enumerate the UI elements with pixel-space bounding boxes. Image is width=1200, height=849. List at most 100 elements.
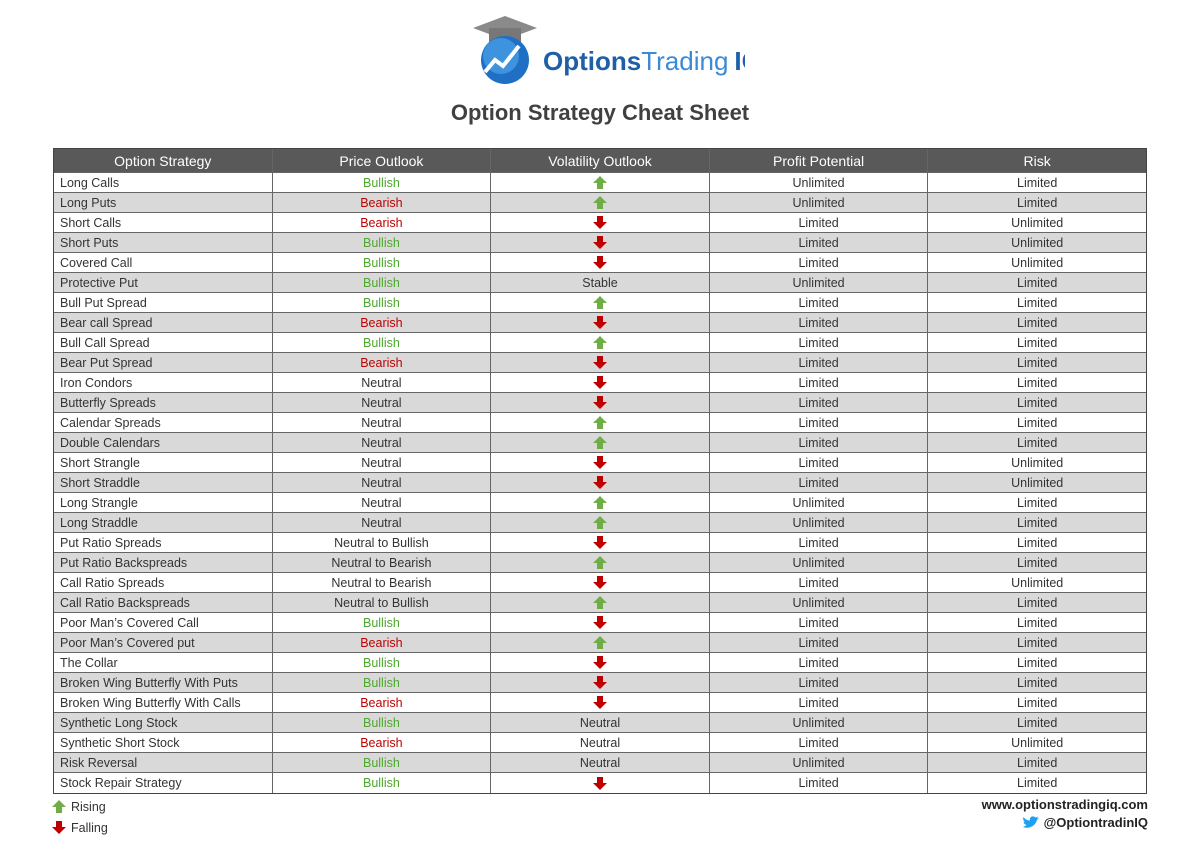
cell: Broken Wing Butterfly With Puts xyxy=(54,673,273,692)
cell: Limited xyxy=(710,393,929,412)
rising-arrow xyxy=(52,800,66,813)
table-row: Poor Man’s Covered put Bearish Limited Limi… xyxy=(54,633,1146,653)
cell: Limited xyxy=(1017,535,1058,550)
falling-arrow xyxy=(593,616,607,629)
cell: Limited xyxy=(1017,275,1058,290)
cell: Poor Man’s Covered Call xyxy=(54,613,273,632)
cell: Stock Repair Strategy xyxy=(54,773,273,793)
rising-arrow xyxy=(593,556,607,569)
cell: Limited xyxy=(710,573,929,592)
cell xyxy=(491,553,710,572)
cell: Limited xyxy=(710,533,929,552)
table-row: Call Ratio Backspreads Neutral to Bullish… xyxy=(54,593,1146,613)
table-row: Stock Repair Strategy Bullish Limited Limit… xyxy=(54,773,1146,793)
table-row: Synthetic Long Stock Bullish Neutral Unlimi… xyxy=(54,713,1146,733)
cell: Limited xyxy=(710,613,929,632)
cell xyxy=(491,513,710,532)
cell: Neutral to Bearish xyxy=(273,553,492,572)
website: www.optionstradingiq.com xyxy=(981,797,1148,812)
cell: Limited xyxy=(1017,776,1058,790)
cell xyxy=(491,653,710,672)
falling-arrow xyxy=(593,396,607,409)
falling-arrow xyxy=(593,696,607,709)
cell: Bearish xyxy=(273,693,492,712)
rising-arrow xyxy=(593,196,607,209)
falling-arrow xyxy=(593,536,607,549)
rising-arrow xyxy=(593,436,607,449)
cell: Limited xyxy=(710,293,929,312)
cell xyxy=(491,353,710,372)
cell: Neutral to Bullish xyxy=(273,533,492,552)
cell: Bull Call Spread xyxy=(54,333,273,352)
twitter-icon xyxy=(1022,816,1039,828)
cell: Limited xyxy=(710,353,929,372)
cell: Long Puts xyxy=(54,193,273,212)
cell: Bullish xyxy=(273,673,492,692)
cell: Limited xyxy=(1017,635,1058,650)
cell xyxy=(491,393,710,412)
table-row: Covered Call Bullish Limited Unlimited xyxy=(54,253,1146,273)
table-row: Long Puts Bearish Unlimited Limited xyxy=(54,193,1146,213)
cell: Double Calendars xyxy=(54,433,273,452)
legend-label: Rising xyxy=(71,799,106,814)
cell: Unlimited xyxy=(1011,575,1064,590)
cell: Bullish xyxy=(273,753,492,772)
cell: Limited xyxy=(710,433,929,452)
table-row: Long Straddle Neutral Unlimited Limited xyxy=(54,513,1146,533)
cell: Bullish xyxy=(273,333,492,352)
cell: Limited xyxy=(710,473,929,492)
cell xyxy=(491,593,710,612)
cell: Long Strangle xyxy=(54,493,273,512)
cell: Limited xyxy=(1017,315,1058,330)
falling-arrow xyxy=(593,316,607,329)
cell xyxy=(491,693,710,712)
table: Option Strategy Price Outlook Volatility O… xyxy=(53,148,1147,794)
header-cell: Risk xyxy=(1023,152,1051,169)
cell: Limited xyxy=(1017,335,1058,350)
cell: Limited xyxy=(1017,175,1058,190)
cell: Unlimited xyxy=(710,513,929,532)
cell: Limited xyxy=(1017,375,1058,390)
cell: Limited xyxy=(710,653,929,672)
cell: Synthetic Short Stock xyxy=(54,733,273,752)
cell: Bearish xyxy=(273,733,492,752)
cell: Unlimited xyxy=(1011,255,1064,270)
cell: Bullish xyxy=(273,273,492,292)
cell: Butterfly Spreads xyxy=(54,393,273,412)
cell: Unlimited xyxy=(710,173,929,192)
cell: Put Ratio Backspreads xyxy=(54,553,273,572)
table-row: Short Calls Bearish Limited Unlimited xyxy=(54,213,1146,233)
logo-text: Trading xyxy=(641,46,728,76)
table-row: Broken Wing Butterfly With Calls Bearish L… xyxy=(54,693,1146,713)
falling-arrow xyxy=(593,456,607,469)
cell: Limited xyxy=(1017,755,1058,770)
cell: Bear call Spread xyxy=(54,313,273,332)
cell: Bullish xyxy=(273,653,492,672)
table-row: Short Straddle Neutral Limited Unlimited xyxy=(54,473,1146,493)
cell xyxy=(491,453,710,472)
table-row: Bull Put Spread Bullish Limited Limited xyxy=(54,293,1146,313)
cell: Bullish xyxy=(273,293,492,312)
table-row: Long Strangle Neutral Unlimited Limited xyxy=(54,493,1146,513)
cell: Bullish xyxy=(273,773,492,793)
falling-arrow xyxy=(593,256,607,269)
cell: Unlimited xyxy=(710,493,929,512)
cell: Bear Put Spread xyxy=(54,353,273,372)
cell: Broken Wing Butterfly With Calls xyxy=(54,693,273,712)
cell: Limited xyxy=(1017,495,1058,510)
cell: Limited xyxy=(710,413,929,432)
twitter-handle: @OptiontradinIQ xyxy=(1043,815,1148,830)
cell: Limited xyxy=(1017,395,1058,410)
cell: Limited xyxy=(710,253,929,272)
cell: Bearish xyxy=(273,193,492,212)
cell: Stable xyxy=(491,273,710,292)
cell: Limited xyxy=(1017,515,1058,530)
legend-item: Falling xyxy=(52,817,108,838)
cell: Calendar Spreads xyxy=(54,413,273,432)
cell: Unlimited xyxy=(1011,215,1064,230)
rising-arrow xyxy=(593,636,607,649)
cell xyxy=(491,233,710,252)
logo-text: Options xyxy=(543,46,641,76)
cell: Bearish xyxy=(273,633,492,652)
cell: Bullish xyxy=(273,613,492,632)
